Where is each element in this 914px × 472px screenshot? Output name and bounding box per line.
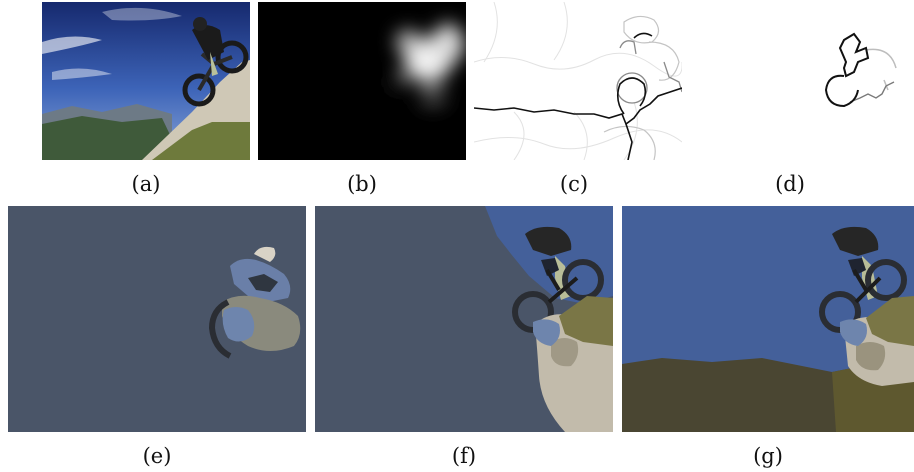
- panel-d-selected-contour: [690, 2, 898, 160]
- panel-f-segmentation: [315, 206, 613, 432]
- panel-c-boundary-map: [474, 2, 682, 160]
- label-d: (d): [775, 172, 805, 196]
- ultrametric-contour-map: [474, 2, 682, 160]
- coarse-segmentation: [8, 206, 306, 432]
- fine-segmentation: [622, 206, 914, 432]
- blurred-response-map: [258, 2, 466, 160]
- label-e: (e): [142, 444, 172, 468]
- medium-segmentation: [315, 206, 613, 432]
- object-contour: [690, 2, 898, 160]
- panel-g-segmentation: [622, 206, 914, 432]
- panel-b-probability-map: [258, 2, 466, 160]
- label-f: (f): [451, 444, 477, 468]
- panel-e-segmentation: [8, 206, 306, 432]
- panel-a-photo: [42, 2, 250, 160]
- label-g: (g): [753, 444, 783, 468]
- mountain-biker-photo: [42, 2, 250, 160]
- label-c: (c): [559, 172, 589, 196]
- label-b: (b): [347, 172, 377, 196]
- label-a: (a): [131, 172, 161, 196]
